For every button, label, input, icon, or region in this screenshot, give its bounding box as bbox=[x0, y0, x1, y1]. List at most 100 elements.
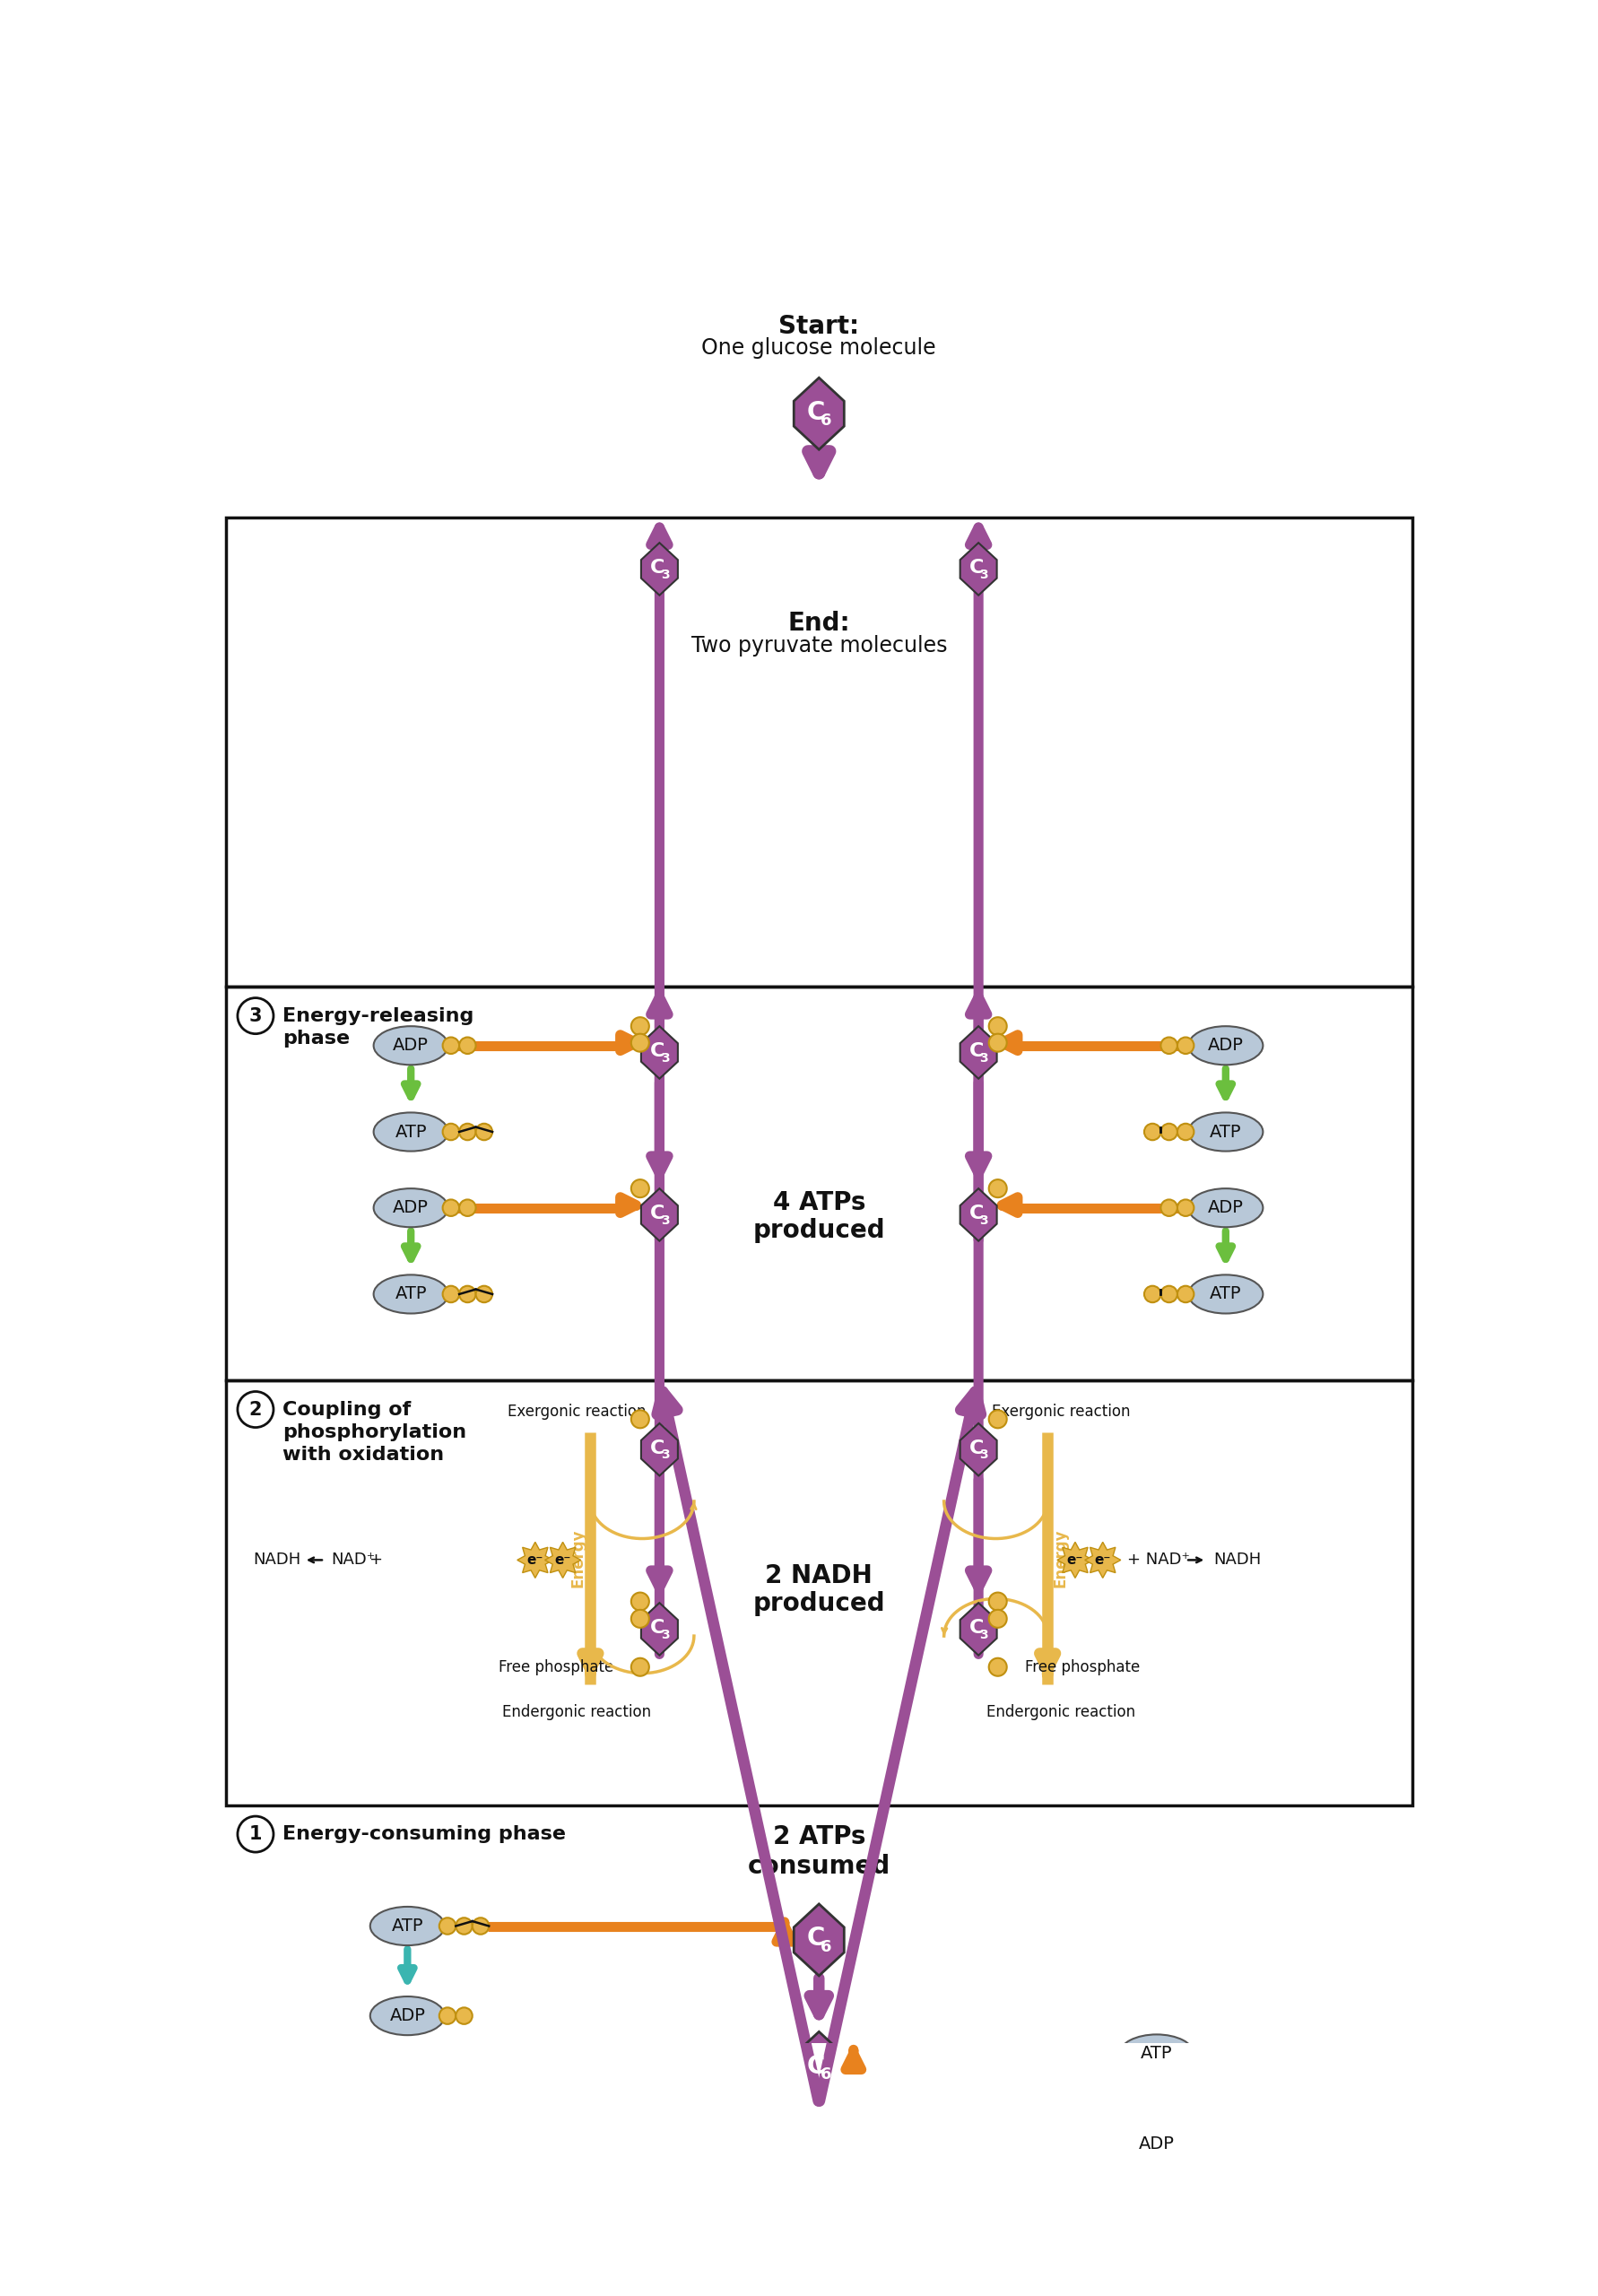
Polygon shape bbox=[794, 1903, 844, 1977]
Circle shape bbox=[238, 999, 273, 1033]
Circle shape bbox=[1178, 1038, 1194, 1054]
Ellipse shape bbox=[1189, 1274, 1262, 1313]
Text: Exergonic reaction: Exergonic reaction bbox=[507, 1403, 646, 1419]
Text: ATP: ATP bbox=[395, 1123, 427, 1141]
Text: 6: 6 bbox=[820, 2066, 831, 2082]
Text: ADP: ADP bbox=[390, 2007, 425, 2025]
Circle shape bbox=[631, 1017, 649, 1035]
Circle shape bbox=[989, 1609, 1007, 1628]
Circle shape bbox=[1160, 1123, 1178, 1141]
Text: C: C bbox=[968, 1619, 984, 1637]
Ellipse shape bbox=[374, 1026, 447, 1065]
Polygon shape bbox=[794, 2032, 844, 2103]
Text: 3: 3 bbox=[249, 1008, 262, 1024]
Text: Coupling of: Coupling of bbox=[283, 1401, 411, 1419]
Text: Two pyruvate molecules: Two pyruvate molecules bbox=[690, 636, 948, 657]
Circle shape bbox=[473, 1917, 489, 1933]
Text: phase: phase bbox=[283, 1029, 350, 1047]
Text: + NAD⁺: + NAD⁺ bbox=[1127, 1552, 1189, 1568]
Circle shape bbox=[989, 1180, 1007, 1199]
Circle shape bbox=[1160, 1199, 1178, 1217]
Text: Energy: Energy bbox=[1051, 1529, 1067, 1587]
Text: Energy: Energy bbox=[570, 1529, 586, 1587]
Text: ADP: ADP bbox=[1139, 2135, 1175, 2151]
Ellipse shape bbox=[374, 1274, 447, 1313]
Text: C: C bbox=[650, 1440, 665, 1458]
Ellipse shape bbox=[1119, 2124, 1194, 2163]
Text: C: C bbox=[650, 1205, 665, 1221]
Circle shape bbox=[1109, 2046, 1125, 2062]
Text: ADP: ADP bbox=[1208, 1038, 1243, 1054]
Text: 3: 3 bbox=[660, 1449, 670, 1460]
Text: C: C bbox=[968, 1440, 984, 1458]
Text: 3: 3 bbox=[980, 1449, 988, 1460]
Circle shape bbox=[476, 1286, 492, 1302]
Circle shape bbox=[1178, 1123, 1194, 1141]
Text: ADP: ADP bbox=[393, 1199, 428, 1217]
Text: Exergonic reaction: Exergonic reaction bbox=[992, 1403, 1131, 1419]
Polygon shape bbox=[641, 1603, 678, 1655]
Circle shape bbox=[989, 1017, 1007, 1035]
Text: 4 ATPs: 4 ATPs bbox=[772, 1192, 866, 1215]
Text: C: C bbox=[968, 558, 984, 576]
Text: ATP: ATP bbox=[1141, 2046, 1173, 2062]
Text: C: C bbox=[650, 1042, 665, 1061]
Text: ADP: ADP bbox=[393, 1038, 428, 1054]
Text: 2 ATPs: 2 ATPs bbox=[772, 1825, 866, 1851]
Circle shape bbox=[989, 1593, 1007, 1609]
Circle shape bbox=[1178, 1286, 1194, 1302]
Circle shape bbox=[443, 1286, 459, 1302]
Circle shape bbox=[989, 1033, 1007, 1052]
Text: Start:: Start: bbox=[778, 315, 860, 338]
Text: C: C bbox=[968, 1042, 984, 1061]
Text: C: C bbox=[807, 1926, 825, 1952]
Polygon shape bbox=[960, 1424, 997, 1476]
Circle shape bbox=[238, 1391, 273, 1428]
Bar bbox=[225, 517, 1413, 987]
Text: End:: End: bbox=[788, 611, 850, 636]
Text: 2 NADH: 2 NADH bbox=[765, 1564, 873, 1589]
Circle shape bbox=[1091, 2135, 1109, 2151]
Circle shape bbox=[443, 1038, 459, 1054]
Polygon shape bbox=[960, 1189, 997, 1240]
Circle shape bbox=[1178, 1199, 1194, 1217]
Text: produced: produced bbox=[753, 1591, 885, 1616]
Text: 3: 3 bbox=[660, 1052, 670, 1065]
Circle shape bbox=[439, 2007, 455, 2025]
Text: C: C bbox=[807, 2053, 825, 2078]
Circle shape bbox=[631, 1609, 649, 1628]
Ellipse shape bbox=[1189, 1026, 1262, 1065]
Circle shape bbox=[455, 1917, 473, 1933]
Text: C: C bbox=[650, 558, 665, 576]
Circle shape bbox=[1109, 2135, 1125, 2151]
Circle shape bbox=[631, 1593, 649, 1609]
Polygon shape bbox=[1058, 1543, 1093, 1577]
Circle shape bbox=[459, 1123, 476, 1141]
Text: 1: 1 bbox=[249, 1825, 262, 1844]
Text: ATP: ATP bbox=[1210, 1123, 1242, 1141]
Circle shape bbox=[631, 1658, 649, 1676]
Circle shape bbox=[1091, 2046, 1109, 2062]
Text: e⁻: e⁻ bbox=[555, 1554, 570, 1566]
Bar bbox=[225, 987, 1413, 1380]
Ellipse shape bbox=[371, 1906, 444, 1945]
Text: C: C bbox=[968, 1205, 984, 1221]
Ellipse shape bbox=[1119, 2034, 1194, 2073]
Polygon shape bbox=[641, 1026, 678, 1079]
Polygon shape bbox=[641, 1189, 678, 1240]
Text: e⁻: e⁻ bbox=[527, 1554, 543, 1566]
Text: 3: 3 bbox=[980, 1628, 988, 1642]
Circle shape bbox=[631, 1033, 649, 1052]
Polygon shape bbox=[518, 1543, 553, 1577]
Ellipse shape bbox=[1189, 1114, 1262, 1150]
Text: NADH: NADH bbox=[254, 1552, 300, 1568]
Text: 3: 3 bbox=[980, 569, 988, 581]
Circle shape bbox=[238, 1816, 273, 1853]
Text: ADP: ADP bbox=[1208, 1199, 1243, 1217]
Text: +: + bbox=[369, 1552, 388, 1568]
Text: 6: 6 bbox=[820, 1938, 831, 1954]
Text: 6: 6 bbox=[820, 413, 831, 429]
Text: One glucose molecule: One glucose molecule bbox=[702, 338, 936, 358]
Circle shape bbox=[989, 1410, 1007, 1428]
Text: ATP: ATP bbox=[1210, 1286, 1242, 1302]
